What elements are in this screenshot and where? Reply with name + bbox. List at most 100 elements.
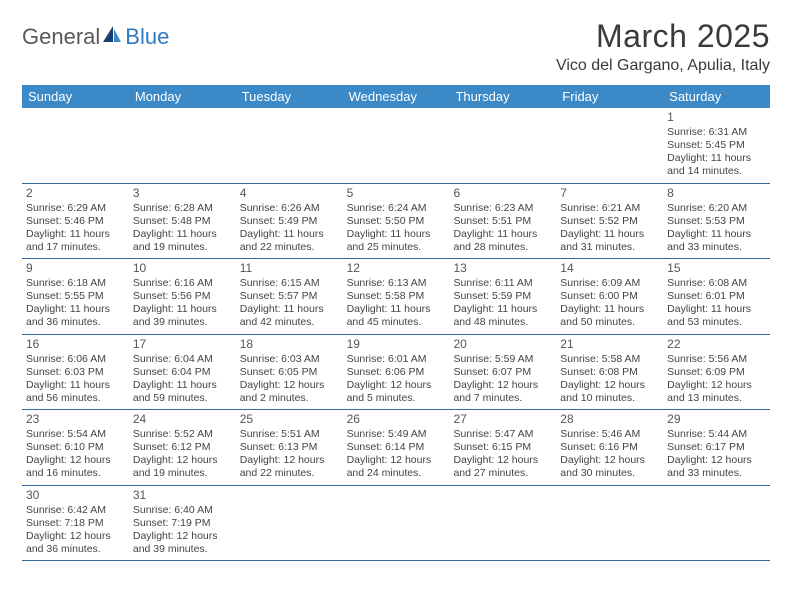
day-daylight2: and 24 minutes. [347, 467, 446, 480]
day-cell: 19Sunrise: 6:01 AMSunset: 6:06 PMDayligh… [343, 335, 450, 410]
week-row: 23Sunrise: 5:54 AMSunset: 6:10 PM Dayligh… [22, 410, 770, 486]
weekday-header: Sunday Monday Tuesday Wednesday Thursday… [22, 85, 770, 108]
day-daylight2: and 25 minutes. [347, 241, 446, 254]
day-cell [129, 108, 236, 183]
day-sunset: Sunset: 6:13 PM [240, 441, 339, 454]
day-daylight1: Daylight: 12 hours [560, 379, 659, 392]
day-daylight1: Daylight: 11 hours [347, 228, 446, 241]
day-number: 29 [667, 412, 766, 427]
day-daylight2: and 19 minutes. [133, 467, 232, 480]
day-sunset: Sunset: 6:10 PM [26, 441, 125, 454]
logo-word-blue: Blue [125, 24, 169, 50]
day-sunset: Sunset: 6:05 PM [240, 366, 339, 379]
day-sunset: Sunset: 6:08 PM [560, 366, 659, 379]
day-sunrise: Sunrise: 5:44 AM [667, 428, 766, 441]
day-daylight2: and 53 minutes. [667, 316, 766, 329]
day-daylight1: Daylight: 11 hours [240, 228, 339, 241]
day-number: 6 [453, 186, 552, 201]
day-number: 10 [133, 261, 232, 276]
day-sunset: Sunset: 5:57 PM [240, 290, 339, 303]
day-number: 28 [560, 412, 659, 427]
weekday-monday: Monday [129, 85, 236, 108]
day-cell: 23Sunrise: 5:54 AMSunset: 6:10 PMDayligh… [22, 410, 129, 485]
day-daylight2: and 33 minutes. [667, 467, 766, 480]
day-number: 9 [26, 261, 125, 276]
day-sunrise: Sunrise: 6:28 AM [133, 202, 232, 215]
day-number: 8 [667, 186, 766, 201]
day-number: 26 [347, 412, 446, 427]
day-daylight1: Daylight: 11 hours [667, 303, 766, 316]
title-block: March 2025 Vico del Gargano, Apulia, Ita… [556, 18, 770, 75]
day-daylight2: and 36 minutes. [26, 316, 125, 329]
day-sunrise: Sunrise: 6:16 AM [133, 277, 232, 290]
day-daylight1: Daylight: 12 hours [453, 454, 552, 467]
day-sunrise: Sunrise: 6:40 AM [133, 504, 232, 517]
weekday-wednesday: Wednesday [343, 85, 450, 108]
day-sunset: Sunset: 5:48 PM [133, 215, 232, 228]
day-daylight1: Daylight: 11 hours [26, 228, 125, 241]
day-number: 5 [347, 186, 446, 201]
day-sunrise: Sunrise: 6:18 AM [26, 277, 125, 290]
day-daylight2: and 39 minutes. [133, 543, 232, 556]
day-cell [449, 108, 556, 183]
day-number: 22 [667, 337, 766, 352]
day-daylight1: Daylight: 11 hours [667, 152, 766, 165]
day-cell: 20Sunrise: 5:59 AMSunset: 6:07 PMDayligh… [449, 335, 556, 410]
day-sunrise: Sunrise: 6:08 AM [667, 277, 766, 290]
day-sunset: Sunset: 6:15 PM [453, 441, 552, 454]
day-cell [236, 108, 343, 183]
day-daylight1: Daylight: 12 hours [667, 379, 766, 392]
day-daylight2: and 22 minutes. [240, 241, 339, 254]
day-sunrise: Sunrise: 5:54 AM [26, 428, 125, 441]
day-daylight1: Daylight: 11 hours [133, 379, 232, 392]
day-sunset: Sunset: 6:00 PM [560, 290, 659, 303]
day-cell: 8Sunrise: 6:20 AMSunset: 5:53 PMDaylight… [663, 184, 770, 259]
day-sunset: Sunset: 6:07 PM [453, 366, 552, 379]
day-daylight1: Daylight: 11 hours [26, 303, 125, 316]
day-number: 24 [133, 412, 232, 427]
day-daylight2: and 59 minutes. [133, 392, 232, 405]
day-cell: 7Sunrise: 6:21 AMSunset: 5:52 PMDaylight… [556, 184, 663, 259]
day-daylight2: and 2 minutes. [240, 392, 339, 405]
day-cell: 10Sunrise: 6:16 AMSunset: 5:56 PMDayligh… [129, 259, 236, 334]
day-cell: 27Sunrise: 5:47 AMSunset: 6:15 PMDayligh… [449, 410, 556, 485]
day-sunrise: Sunrise: 6:20 AM [667, 202, 766, 215]
day-number: 16 [26, 337, 125, 352]
day-number: 1 [667, 110, 766, 125]
day-number: 18 [240, 337, 339, 352]
day-sunrise: Sunrise: 5:49 AM [347, 428, 446, 441]
day-cell: 29Sunrise: 5:44 AMSunset: 6:17 PMDayligh… [663, 410, 770, 485]
day-daylight2: and 42 minutes. [240, 316, 339, 329]
day-sunset: Sunset: 6:03 PM [26, 366, 125, 379]
day-sunset: Sunset: 5:52 PM [560, 215, 659, 228]
day-cell: 15Sunrise: 6:08 AMSunset: 6:01 PMDayligh… [663, 259, 770, 334]
day-number: 13 [453, 261, 552, 276]
day-sunrise: Sunrise: 6:11 AM [453, 277, 552, 290]
day-sunset: Sunset: 6:16 PM [560, 441, 659, 454]
day-sunset: Sunset: 5:53 PM [667, 215, 766, 228]
day-sunrise: Sunrise: 5:58 AM [560, 353, 659, 366]
day-daylight1: Daylight: 11 hours [133, 303, 232, 316]
day-sunrise: Sunrise: 6:23 AM [453, 202, 552, 215]
day-daylight1: Daylight: 11 hours [560, 303, 659, 316]
day-sunrise: Sunrise: 5:51 AM [240, 428, 339, 441]
day-sunset: Sunset: 6:09 PM [667, 366, 766, 379]
day-daylight1: Daylight: 11 hours [453, 228, 552, 241]
day-sunrise: Sunrise: 6:09 AM [560, 277, 659, 290]
day-cell: 24Sunrise: 5:52 AMSunset: 6:12 PMDayligh… [129, 410, 236, 485]
day-number: 20 [453, 337, 552, 352]
day-sunset: Sunset: 5:55 PM [26, 290, 125, 303]
weeks-container: 1Sunrise: 6:31 AMSunset: 5:45 PMDaylight… [22, 108, 770, 561]
day-sunrise: Sunrise: 6:26 AM [240, 202, 339, 215]
week-row: 9Sunrise: 6:18 AMSunset: 5:55 PMDaylight… [22, 259, 770, 335]
day-number: 27 [453, 412, 552, 427]
day-cell [343, 486, 450, 561]
week-row: 30Sunrise: 6:42 AMSunset: 7:18 PMDayligh… [22, 486, 770, 562]
day-daylight1: Daylight: 11 hours [667, 228, 766, 241]
day-daylight2: and 13 minutes. [667, 392, 766, 405]
page-header: General Blue March 2025 Vico del Gargano… [22, 18, 770, 75]
day-cell: 6Sunrise: 6:23 AMSunset: 5:51 PMDaylight… [449, 184, 556, 259]
day-sunset: Sunset: 6:06 PM [347, 366, 446, 379]
day-number: 23 [26, 412, 125, 427]
day-number: 2 [26, 186, 125, 201]
